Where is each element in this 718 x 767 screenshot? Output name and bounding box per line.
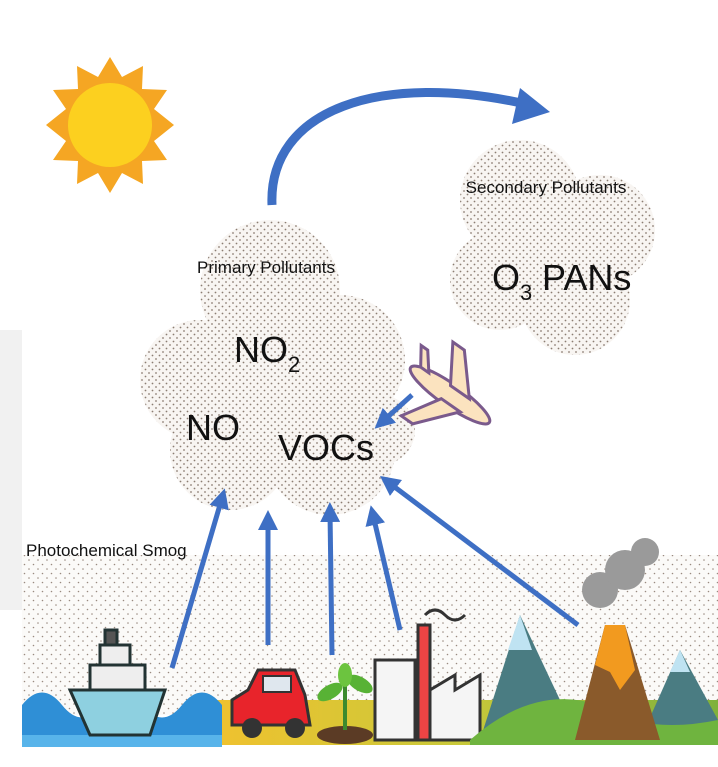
formula: NO xyxy=(234,329,288,370)
sun xyxy=(46,57,174,193)
formula: O xyxy=(492,257,520,298)
secondary-item: PANs xyxy=(542,257,631,298)
arrowhead xyxy=(512,88,550,124)
primary-title: Primary Pollutants xyxy=(197,258,335,277)
illustration: Primary Pollutants NO2 NO VOCs Secondary… xyxy=(0,0,718,767)
smog-label: Photochemical Smog xyxy=(26,541,187,560)
panel-edge xyxy=(0,330,22,610)
secondary-cloud xyxy=(450,140,655,355)
page: Photochemical Smog {"diagram": { "primar… xyxy=(0,0,718,767)
page-body: Primary Pollutants NO2 NO VOCs Secondary… xyxy=(0,0,718,767)
primary-item: NO xyxy=(186,407,240,448)
subscript: 3 xyxy=(520,280,532,305)
secondary-title: Secondary Pollutants xyxy=(466,178,627,197)
primary-item: VOCs xyxy=(278,427,374,468)
subscript: 2 xyxy=(288,352,300,377)
water-strip xyxy=(22,735,222,747)
